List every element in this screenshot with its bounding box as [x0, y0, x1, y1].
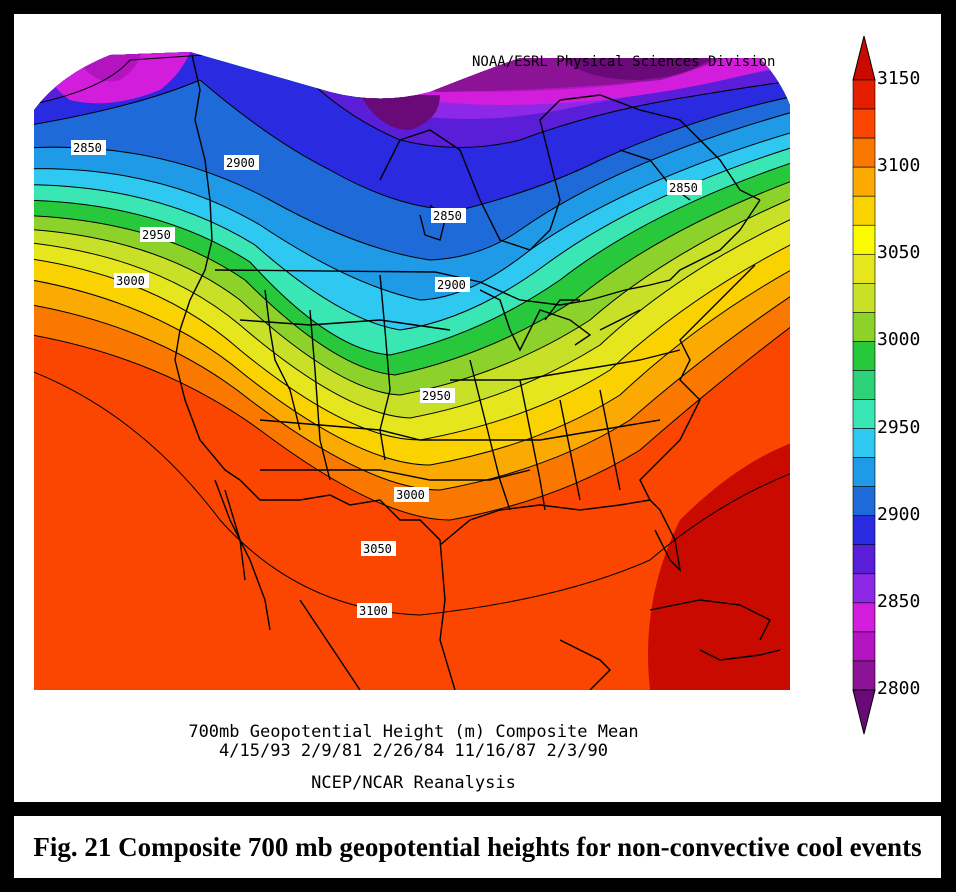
scale-label: 2800 [877, 678, 921, 699]
scale-band [852, 137, 876, 168]
color-scale-bar [852, 35, 876, 735]
scale-label: 2900 [877, 503, 921, 525]
scale-band [852, 602, 876, 633]
scale-band [852, 631, 876, 662]
map-title-line2: 4/15/93 2/9/81 2/26/84 11/16/87 2/3/90 [219, 741, 608, 761]
scale-band [852, 195, 876, 226]
contour-label: 3000 [116, 274, 145, 288]
scale-band [852, 108, 876, 139]
scale-band [852, 486, 876, 517]
contour-label-group: 2850 2900 2850 2850 2950 3000 2900 2950 … [71, 140, 702, 618]
contour-label: 2850 [73, 141, 102, 155]
scale-label: 2950 [877, 416, 921, 438]
contour-lines [34, 52, 790, 616]
contour-label: 2950 [422, 389, 451, 403]
scale-band [852, 515, 876, 546]
coastlines-borders [174, 54, 781, 690]
contour-label: 2900 [226, 156, 255, 170]
contour-label: 2900 [437, 278, 466, 292]
scale-arrow-bottom [852, 689, 876, 735]
credit-label: NOAA/ESRL Physical Sciences Division [472, 54, 776, 70]
scale-label: 3050 [877, 242, 921, 264]
figure-caption: Fig. 21 Composite 700 mb geopotential he… [33, 831, 922, 862]
scale-band [852, 79, 876, 110]
scale-band [852, 224, 876, 255]
contour-label: 2950 [142, 228, 171, 242]
scale-band [852, 253, 876, 284]
scale-label: 3150 [877, 68, 921, 89]
scale-band [852, 457, 876, 487]
scale-band [852, 341, 876, 371]
scale-arrow-top [852, 35, 876, 81]
scale-band [852, 660, 876, 691]
scale-label: 3000 [877, 329, 921, 351]
scale-band [852, 428, 876, 458]
scale-band [852, 166, 876, 197]
contour-label: 2850 [669, 181, 698, 195]
contour-label: 3000 [396, 488, 425, 502]
caption-box: Fig. 21 Composite 700 mb geopotential he… [14, 816, 941, 878]
map-title-line1: 700mb Geopotential Height (m) Composite … [188, 722, 639, 742]
scale-label: 2850 [877, 590, 921, 612]
contour-label: 3050 [363, 542, 392, 556]
scale-band [852, 283, 876, 313]
scale-label: 3100 [877, 155, 921, 177]
scale-band [852, 399, 876, 429]
scale-band [852, 312, 876, 342]
scale-band [852, 544, 876, 575]
scale-band [852, 573, 876, 604]
scale-band [852, 370, 876, 400]
contour-label: 3100 [359, 604, 388, 618]
contour-label: 2850 [433, 209, 462, 223]
map-source-label: NCEP/NCAR Reanalysis [311, 773, 516, 793]
